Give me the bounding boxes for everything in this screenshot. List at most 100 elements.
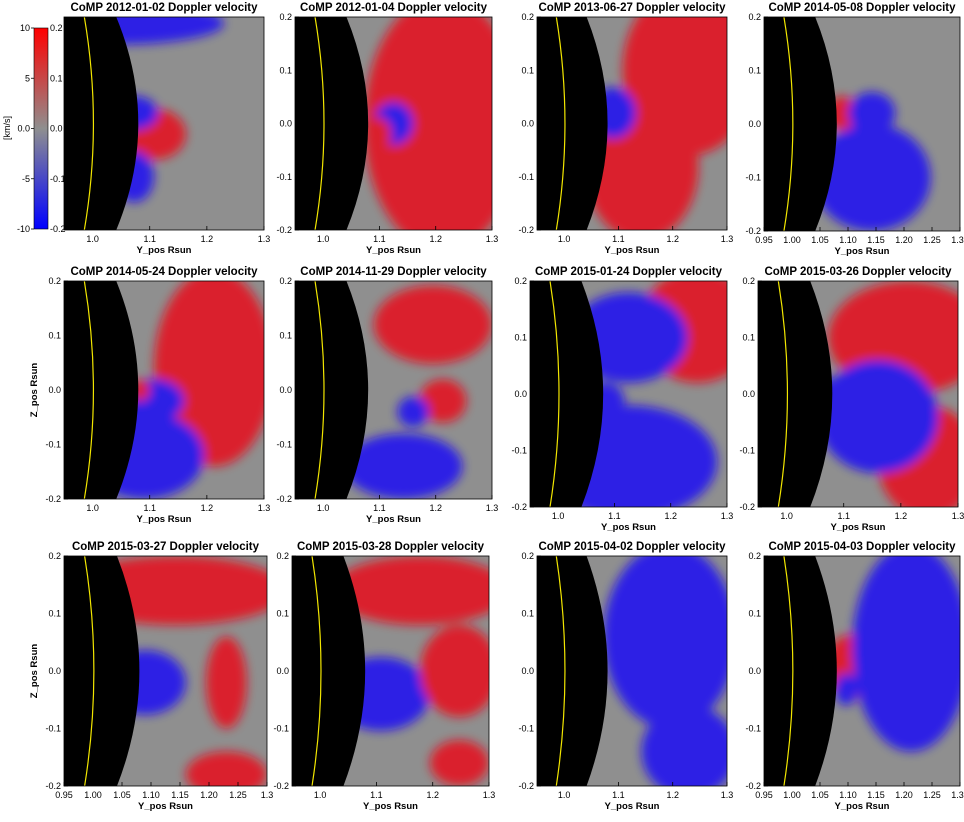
x-tick-label: 1.10 [142, 790, 160, 800]
x-tick-label: 1.05 [811, 235, 829, 245]
solar-limb [783, 17, 794, 231]
chart-panel: CoMP 2015-04-02 Doppler velocity 1.0 1.1 1.… [518, 541, 734, 812]
x-tick-label: 1.3 [258, 234, 271, 244]
y-tick-label: -0.2 [739, 502, 755, 512]
y-tick-label: 0.1 [748, 66, 761, 76]
colorbar-axis-label: -0.1 [50, 174, 66, 184]
velocity-feature [420, 625, 489, 717]
y-tick-label: -0.1 [45, 440, 61, 450]
x-axis-label: Y_pos Rsun [605, 245, 660, 256]
x-tick-label: 1.1 [373, 234, 386, 244]
colorbar-axis-label: 0.0 [50, 124, 63, 134]
x-axis-label: Y_pos Rsun [137, 245, 192, 256]
velocity-field [814, 281, 958, 507]
x-tick-label: 1.1 [373, 503, 386, 513]
occulter-disk [764, 17, 837, 231]
y-tick-label: 0.2 [748, 551, 761, 561]
x-axis-label: Y_pos Rsun [363, 801, 418, 812]
x-tick-label: 1.10 [839, 235, 857, 245]
x-tick-label: 1.1 [143, 234, 156, 244]
y-tick-label: 0.1 [514, 333, 527, 343]
y-tick-label: -0.1 [273, 724, 289, 734]
x-tick-label: 1.1 [837, 511, 850, 521]
x-tick-label: 1.3 [258, 503, 271, 513]
chart-panel: CoMP 2014-05-08 Doppler velocity 0.95 1.00… [745, 2, 964, 257]
panel-title: CoMP 2014-11-29 Doppler velocity [300, 266, 487, 278]
y-tick-label: 0.0 [748, 119, 761, 129]
y-tick-label: 0.0 [279, 119, 292, 129]
panel-title: CoMP 2012-01-04 Doppler velocity [300, 2, 488, 14]
y-tick-label: 0.1 [276, 609, 289, 619]
x-tick-label: 1.15 [867, 790, 885, 800]
x-tick-label: 1.2 [426, 790, 439, 800]
colorbar-tick-label: 5 [25, 73, 30, 83]
y-tick-label: 0.1 [748, 609, 761, 619]
x-tick-label: 1.05 [113, 790, 131, 800]
x-axis-label: Y_pos Rsun [366, 514, 421, 525]
panel-title: CoMP 2012-01-02 Doppler velocity [70, 2, 258, 14]
velocity-feature [206, 636, 247, 729]
y-tick-label: 0.2 [48, 551, 61, 561]
velocity-feature [331, 556, 489, 625]
y-tick-label: 0.2 [279, 276, 292, 286]
y-tick-label: 0.1 [742, 333, 755, 343]
x-tick-label: 1.3 [486, 503, 499, 513]
chart-panel: CoMP 2015-03-26 Doppler velocity 1.0 1.1 1.… [739, 266, 964, 533]
velocity-feature [344, 433, 463, 499]
occulter-disk [64, 281, 139, 499]
colorbar-axis-label: -0.2 [50, 224, 66, 234]
x-tick-label: 0.95 [755, 790, 773, 800]
x-tick-label: 1.3 [721, 790, 734, 800]
solar-limb [549, 281, 560, 507]
y-tick-label: -0.1 [276, 172, 292, 182]
panel-title: CoMP 2015-03-27 Doppler velocity [72, 541, 260, 553]
plot-area [292, 556, 489, 786]
y-tick-label: -0.2 [276, 494, 292, 504]
occulter-disk [530, 281, 604, 507]
colorbar-tick-label: -10 [17, 224, 30, 234]
y-tick-label: 0.0 [521, 119, 534, 129]
y-tick-label: -0.2 [745, 781, 761, 791]
x-tick-label: 1.1 [143, 503, 156, 513]
x-tick-label: 1.1 [370, 790, 383, 800]
chart-panel: CoMP 2012-01-02 Doppler velocity 1.0 1.1 1.… [63, 2, 271, 256]
x-axis-label: Y_pos Rsun [835, 801, 890, 812]
velocity-feature [185, 751, 267, 786]
x-tick-label: 1.15 [171, 790, 189, 800]
y-tick-label: -0.2 [745, 226, 761, 236]
chart-panel: CoMP 2014-05-24 Doppler velocity 1.0 1.1 1.… [29, 266, 271, 525]
solar-limb [777, 281, 789, 507]
y-tick-label: 0.0 [48, 385, 61, 395]
y-tick-label: 0.1 [48, 609, 61, 619]
x-tick-label: 0.95 [755, 235, 773, 245]
chart-panel: CoMP 2015-03-28 Doppler velocity 1.0 1.1 1.… [273, 541, 495, 812]
y-tick-label: -0.1 [276, 440, 292, 450]
x-tick-label: 1.2 [201, 503, 214, 513]
velocity-feature [813, 124, 931, 231]
x-tick-label: 1.10 [839, 790, 857, 800]
velocity-feature [363, 117, 392, 152]
x-tick-label: 1.0 [314, 790, 327, 800]
velocity-feature [397, 396, 429, 428]
y-tick-label: -0.2 [518, 225, 534, 235]
solar-limb [555, 556, 566, 786]
velocity-feature [852, 556, 960, 752]
x-axis-label: Y_pos Rsun [831, 522, 886, 533]
x-tick-label: 1.20 [895, 235, 913, 245]
chart-panel: CoMP 2012-01-04 Doppler velocity 1.0 1.1 1.… [276, 2, 498, 256]
velocity-feature [641, 705, 727, 786]
x-tick-label: 1.2 [429, 234, 442, 244]
occulter-disk [758, 281, 833, 507]
colorbar-tick-label: 10 [20, 23, 30, 33]
panel-title: CoMP 2015-04-03 Doppler velocity [768, 541, 956, 553]
y-tick-label: 0.1 [521, 65, 534, 75]
colorbar-tick-label: 0.0 [17, 124, 30, 134]
panel-frame [63, 16, 265, 231]
chart-panel: CoMP 2015-04-03 Doppler velocity 0.95 1.00… [745, 541, 964, 812]
y-tick-label: 0.2 [276, 551, 289, 561]
x-tick-label: 1.1 [612, 790, 625, 800]
y-tick-label: 0.2 [48, 276, 61, 286]
y-tick-label: -0.2 [45, 494, 61, 504]
colorbar-unit: [km/s] [2, 116, 12, 140]
x-tick-label: 1.00 [783, 235, 801, 245]
